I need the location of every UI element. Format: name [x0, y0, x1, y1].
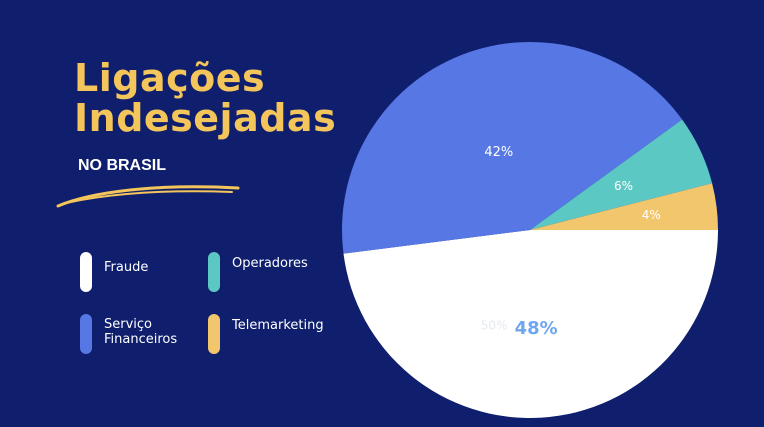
title-line-2: Indesejadas [74, 96, 337, 140]
title-line-1: Ligações [74, 56, 266, 100]
pie-ghost-label-fraude: 50% [481, 319, 508, 333]
legend-swatch-operadores [208, 252, 220, 292]
legend-swatch-servico-financeiros [80, 314, 92, 354]
legend-item-operadores: Operadores [208, 252, 308, 292]
legend-label-servico-financeiros: Serviço Financeiros [104, 317, 178, 347]
pie-label-fraude: 48% [515, 318, 558, 339]
legend-swatch-telemarketing [208, 314, 220, 354]
page-title: Ligações Indesejadas [74, 58, 336, 138]
legend-item-telemarketing: Telemarketing [208, 314, 324, 354]
pie-slice-telemarketing [530, 183, 718, 230]
underline-swoosh-decoration [56, 185, 240, 208]
pie-slice-fraude [343, 230, 718, 419]
legend-swatch-fraude [80, 252, 92, 292]
pie-slice-servico-financeiros [341, 41, 683, 254]
legend-label-operadores: Operadores [232, 256, 308, 271]
subtitle: NO BRASIL [78, 157, 166, 174]
pie-label-operadores: 6% [614, 179, 633, 193]
legend-label-telemarketing: Telemarketing [232, 318, 324, 333]
pie-slice-operadores [530, 119, 713, 230]
pie-label-servico-financeiros: 42% [484, 145, 513, 160]
legend-item-servico-financeiros: Serviço Financeiros [80, 314, 177, 354]
legend-label-fraude: Fraude [104, 260, 149, 275]
pie-label-telemarketing: 4% [642, 208, 661, 222]
legend-item-fraude: Fraude [80, 252, 148, 292]
